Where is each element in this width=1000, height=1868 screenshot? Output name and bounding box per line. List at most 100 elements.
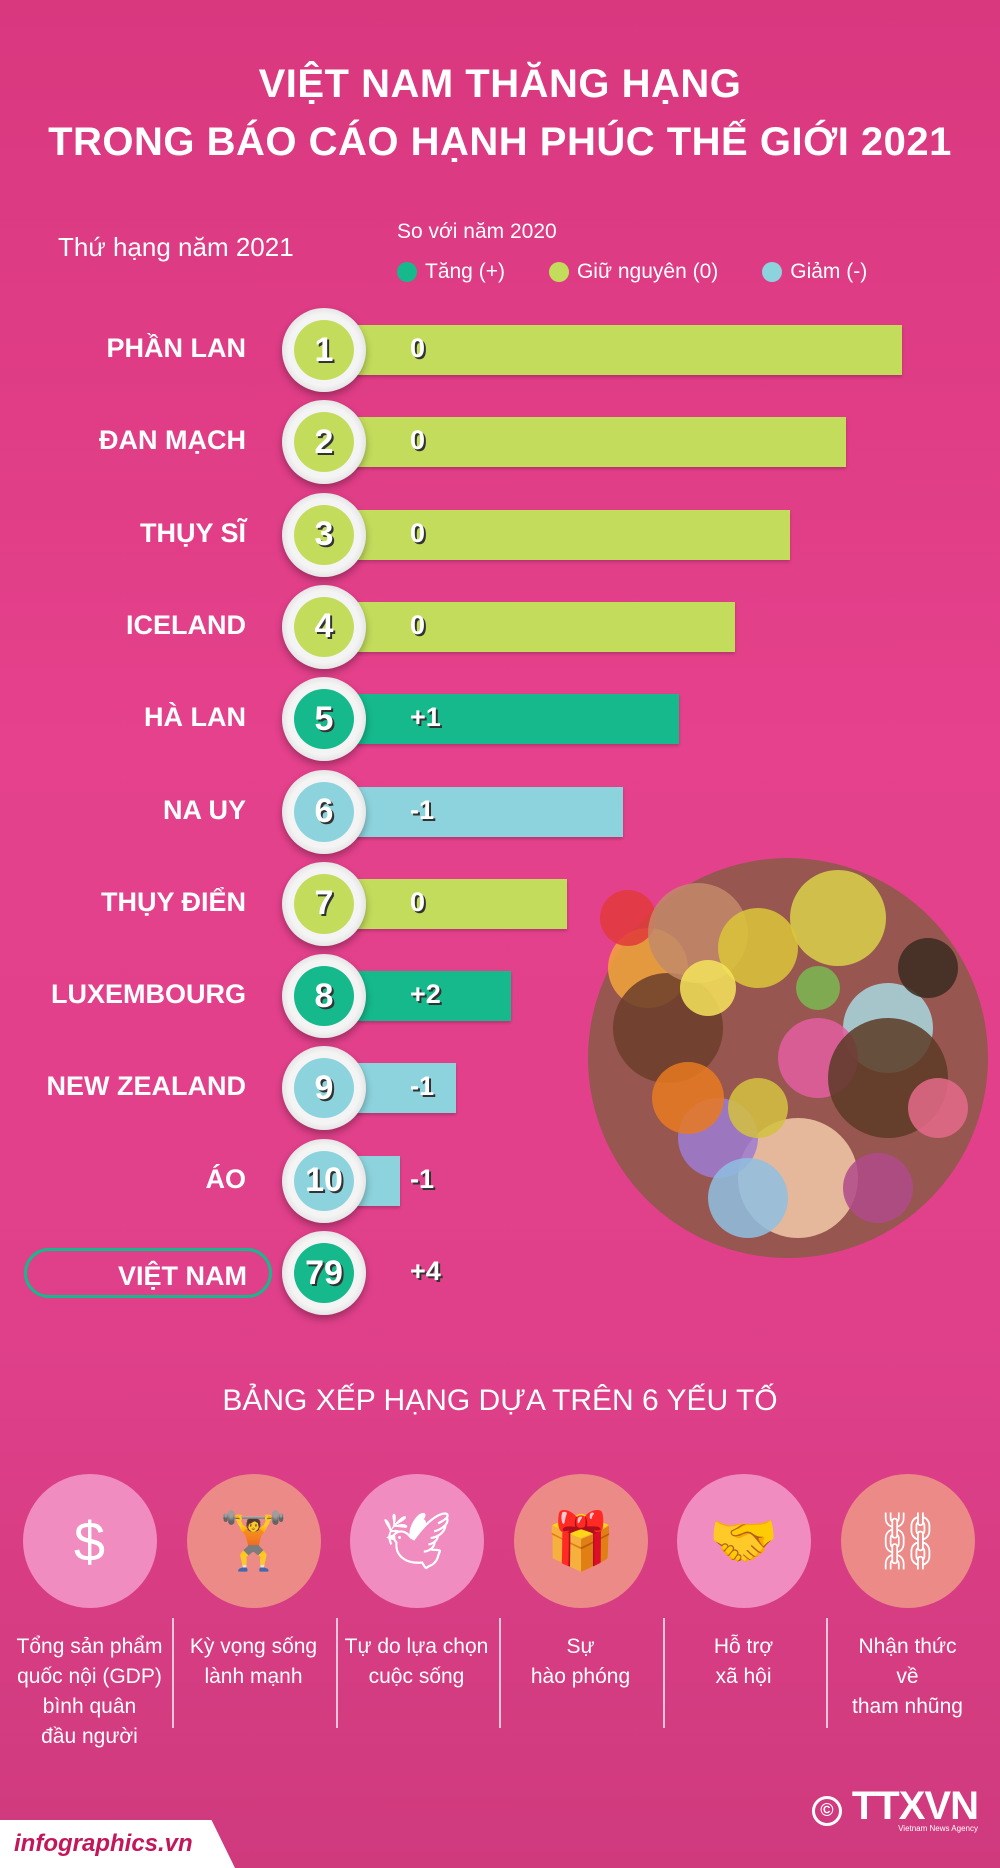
change-label: +1 [410,702,441,733]
chart-row: NA UY 6 -1 [0,767,1000,857]
caption-line: bình quân [42,1695,137,1718]
change-label: -1 [410,1163,435,1194]
factor-item: $ Tổng sản phẩm quốc nội (GDP) bình quân đầu… [8,1474,171,1752]
gift-hand-icon: 🎁 [513,1474,648,1608]
legend-item: Tăng (+) [397,260,505,284]
photo-bubble [600,890,656,946]
photo-bubble [728,1078,788,1138]
change-label: -1 [410,1071,435,1102]
rank-value: 79 [294,1243,354,1303]
country-label: HÀ LAN [144,702,246,733]
copyright-icon: © [811,1795,842,1826]
rank-badge: 6 [282,769,366,854]
caption-line: quốc nội (GDP) [17,1665,162,1688]
caption-line: Sự [566,1635,595,1658]
factor-item: ⛓ Nhận thức về tham nhũng [826,1474,989,1722]
site-footer[interactable]: infographics.vn [0,1820,235,1868]
country-label: ICELAND [126,609,246,640]
divider [663,1618,665,1728]
factor-caption: Kỳ vọng sống lành mạnh [172,1632,335,1692]
dove-hands-icon: 🕊 [349,1474,484,1608]
change-label: 0 [410,425,426,456]
logo-subtext: Vietnam News Agency [898,1824,978,1833]
chart-row: THỤY SĨ 3 0 [0,490,1000,580]
legend-dot-icon [397,262,417,282]
caption-line: về [896,1665,919,1688]
factor-item: 🏋 Kỳ vọng sống lành mạnh [172,1474,335,1692]
caption-line: lành mạnh [204,1665,303,1688]
factor-item: 🎁 Sự hào phóng [499,1474,662,1692]
rank-value: 4 [294,596,354,657]
change-label: +2 [410,979,441,1010]
country-label: NEW ZEALAND [46,1071,246,1102]
photo-bubble [652,1062,724,1134]
country-label: PHẦN LAN [106,333,247,363]
caption-line: Nhận thức [858,1635,957,1658]
legend-item: Giảm (-) [762,260,867,284]
rank-value: 7 [294,873,354,934]
change-label: 0 [410,333,426,363]
photo-bubble [908,1078,968,1138]
change-label: 0 [410,517,426,548]
chart-row: HÀ LAN 5 +1 [0,674,1000,764]
legend-label: Tăng (+) [425,260,505,283]
chart-row: NEW ZEALAND 9 -1 [0,1043,1000,1133]
rank-badge: 79 [282,1231,366,1315]
factor-caption: Tổng sản phẩm quốc nội (GDP) bình quân đầu … [8,1632,171,1752]
country-label: ÁO [205,1163,247,1194]
legend-label: Giảm (-) [790,260,868,283]
country-label: VIỆT NAM [117,1261,247,1291]
rank-badge: 4 [282,584,366,669]
happy-faces-collage [588,858,988,1258]
chart-row: ĐAN MẠCH 2 0 [0,397,1000,487]
site-link[interactable]: infographics.vn [14,1830,193,1857]
caption-line: đầu người [41,1725,138,1748]
bribe-handcuff-icon: ⛓ [840,1474,975,1608]
divider [336,1618,338,1728]
rank-value: 10 [294,1150,354,1211]
bar [340,325,902,375]
factor-item: 🤝 Hỗ trợ xã hội [662,1474,825,1692]
rank-badge: 2 [282,400,366,485]
bar [340,509,791,560]
caption-line: Tự do lựa chọn [344,1635,489,1658]
change-label: 0 [410,886,426,917]
rank-value: 8 [294,966,354,1027]
legend-item: Giữ nguyên (0) [548,260,718,284]
rank-value: 6 [294,781,354,842]
rank-value: 1 [294,320,354,380]
legend: Tăng (+) Giữ nguyên (0) Giảm (-) [397,260,867,284]
rank-badge: 5 [282,677,366,762]
bar [340,694,679,745]
chart-row: THỤY ĐIỂN 7 0 [0,859,1000,949]
weightlifter-icon: 🏋 [186,1474,321,1608]
photo-bubble [796,966,840,1010]
photo-bubble [718,908,798,988]
rank-badge: 1 [282,308,366,392]
caption-line: xã hội [715,1665,772,1688]
country-label: THỤY SĨ [139,517,246,548]
helping-hands-icon: 🤝 [676,1474,811,1608]
caption-line: cuộc sống [368,1665,465,1688]
photo-bubble [790,870,886,966]
bar [340,971,512,1022]
divider [499,1618,501,1728]
rank-badge: 7 [282,861,366,946]
title-line: VIỆT NAM THĂNG HẠNG [258,62,742,106]
country-label: NA UY [162,794,246,825]
rank-badge: 10 [282,1138,366,1223]
caption-line: Kỳ vọng sống [189,1635,318,1658]
rank-value: 5 [294,689,354,750]
ttxvn-logo: © TTXVN Vietnam News Agency [811,1786,979,1833]
legend-dot-icon [548,262,569,282]
chart-row: VIỆT NAM 79 +4 [0,1228,1000,1318]
bar [340,417,847,468]
compare-label: So với năm 2020 [397,220,557,243]
caption-line: Tổng sản phẩm [16,1635,163,1658]
country-label: THỤY ĐIỂN [100,886,246,917]
change-label: 0 [410,609,426,640]
factor-caption: Hỗ trợ xã hội [662,1632,825,1692]
gdp-icon: $ [22,1474,157,1608]
caption-line: hào phóng [530,1665,631,1688]
photo-bubble [843,1153,913,1223]
